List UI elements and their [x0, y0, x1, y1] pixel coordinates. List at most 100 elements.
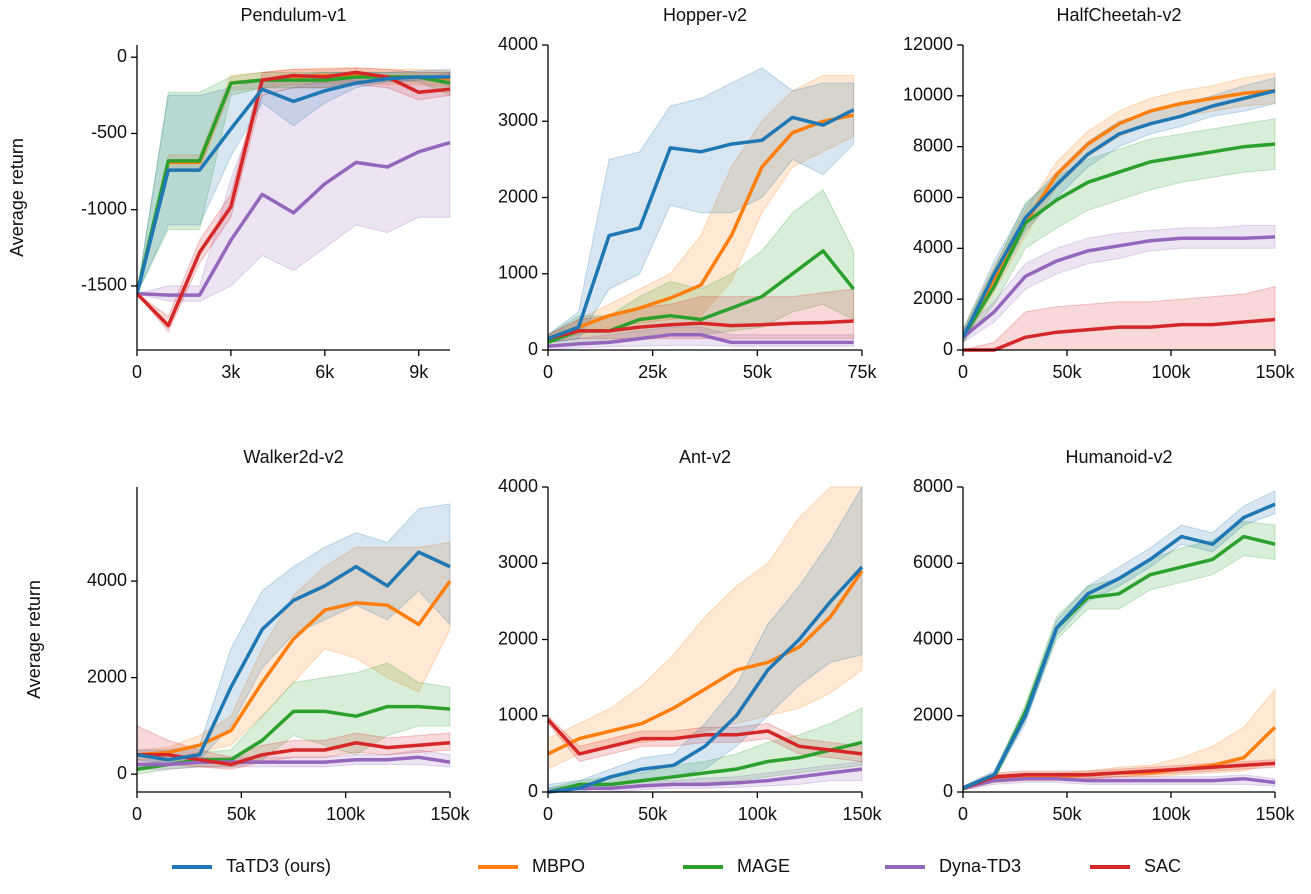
subplot-title: Humanoid-v2	[1065, 447, 1172, 467]
y-tick-label: 0	[943, 339, 953, 359]
std-band	[548, 486, 863, 770]
plot-area	[963, 72, 1276, 352]
x-tick-label: 6k	[315, 362, 335, 382]
std-band	[137, 662, 451, 775]
subplot-title: Walker2d-v2	[243, 447, 343, 467]
subplot-title: Hopper-v2	[663, 5, 747, 25]
legend: TaTD3 (ours) MBPO MAGE Dyna-TD3 SAC	[172, 856, 1181, 876]
y-tick-label: 8000	[913, 476, 953, 496]
y-tick-label: 3000	[498, 552, 538, 572]
y-tick-label: 10000	[903, 85, 953, 105]
x-tick-label: 50k	[227, 804, 257, 824]
series-line	[137, 550, 451, 762]
y-axis-label: Average return	[24, 580, 44, 699]
y-tick-label: 6000	[913, 186, 953, 206]
plot-area	[548, 67, 855, 351]
series-line	[963, 317, 1276, 352]
y-tick-label: 4000	[913, 628, 953, 648]
x-tick-label: 50k	[1052, 362, 1082, 382]
x-tick-label: 9k	[409, 362, 429, 382]
subplot-title: Pendulum-v1	[240, 5, 346, 25]
y-tick-label: 0	[117, 46, 127, 66]
y-tick-label: 4000	[498, 34, 538, 54]
x-tick-label: 50k	[638, 804, 668, 824]
x-tick-label: 100k	[326, 804, 366, 824]
subplot-title: Ant-v2	[679, 447, 731, 467]
series-line	[963, 89, 1276, 339]
series-line	[137, 70, 451, 328]
y-tick-label: 0	[528, 781, 538, 801]
series-line	[137, 580, 452, 757]
y-tick-label: 2000	[498, 628, 538, 648]
y-tick-label: 2000	[913, 705, 953, 725]
series-line	[963, 142, 1276, 339]
std-band	[548, 326, 855, 351]
x-tick-label: 150k	[842, 804, 882, 824]
x-tick-label: 0	[132, 804, 142, 824]
std-band	[137, 67, 451, 333]
x-tick-label: 100k	[1151, 804, 1191, 824]
y-tick-label: 8000	[913, 135, 953, 155]
x-tick-label: 150k	[1255, 804, 1295, 824]
legend-label: SAC	[1144, 856, 1181, 876]
series-line	[548, 718, 863, 756]
y-axis-label: Average return	[7, 138, 27, 257]
y-tick-label: 2000	[87, 666, 127, 686]
y-tick-label: 12000	[903, 34, 953, 54]
x-tick-label: 3k	[221, 362, 241, 382]
y-tick-label: 4000	[498, 476, 538, 496]
series-line	[963, 235, 1276, 339]
series-line	[963, 761, 1276, 790]
series-line	[548, 319, 854, 341]
series-line	[137, 140, 451, 297]
std-band	[963, 687, 1276, 791]
y-tick-label: 2000	[913, 288, 953, 308]
subplot: HalfCheetah-v2 0 2000 4000 6000 8000 10000 1200…	[903, 5, 1296, 382]
y-tick-label: 0	[117, 763, 127, 783]
y-tick-label: 0	[943, 781, 953, 801]
x-tick-label: 0	[132, 362, 142, 382]
y-tick-label: 0	[528, 339, 538, 359]
series-line	[548, 333, 854, 348]
std-band	[548, 67, 855, 343]
subplot: Walker2d-v2 Average return 0 2000 4000 0 50k 10…	[24, 447, 471, 824]
std-band	[963, 520, 1276, 791]
x-tick-label: 75k	[847, 362, 877, 382]
series-line	[963, 776, 1276, 790]
y-tick-label: 1000	[498, 263, 538, 283]
series-line	[548, 740, 863, 794]
std-band	[548, 760, 863, 793]
y-tick-label: 4000	[913, 237, 953, 257]
std-band	[137, 71, 451, 294]
series-line	[963, 502, 1276, 790]
plot-area	[963, 489, 1277, 791]
series-line	[548, 108, 855, 341]
series-line	[548, 569, 864, 756]
legend-label: MAGE	[737, 856, 790, 876]
series-line	[548, 565, 864, 794]
std-band	[137, 541, 451, 761]
std-band	[963, 489, 1276, 791]
series-line	[548, 113, 854, 341]
series-line	[137, 755, 451, 767]
subplot: Hopper-v2 0 1000 2000 3000 4000 0 25k 50k 75k	[498, 5, 878, 382]
subplot: Ant-v2 0 1000 2000 3000 4000 0 50k 100k 150k	[498, 447, 883, 824]
std-band	[548, 715, 863, 763]
subplot: Humanoid-v2 0 2000 4000 6000 8000 0 50k 100k 150k	[913, 447, 1296, 824]
x-tick-label: 100k	[738, 804, 778, 824]
subplot: Pendulum-v1 Average return -1500 -1000 -500 0…	[7, 5, 451, 382]
legend-label: MBPO	[532, 856, 585, 876]
y-tick-label: 4000	[87, 570, 127, 590]
x-tick-label: 0	[543, 804, 553, 824]
plot-area	[548, 485, 864, 794]
y-tick-label: -1000	[81, 198, 127, 218]
x-tick-label: 50k	[743, 362, 773, 382]
legend-label: TaTD3 (ours)	[226, 856, 331, 876]
y-tick-label: 1000	[498, 705, 538, 725]
x-tick-label: 150k	[1255, 362, 1295, 382]
plot-area	[137, 67, 451, 333]
y-tick-label: 6000	[913, 552, 953, 572]
y-tick-label: -500	[91, 122, 127, 142]
series-line	[548, 767, 863, 794]
